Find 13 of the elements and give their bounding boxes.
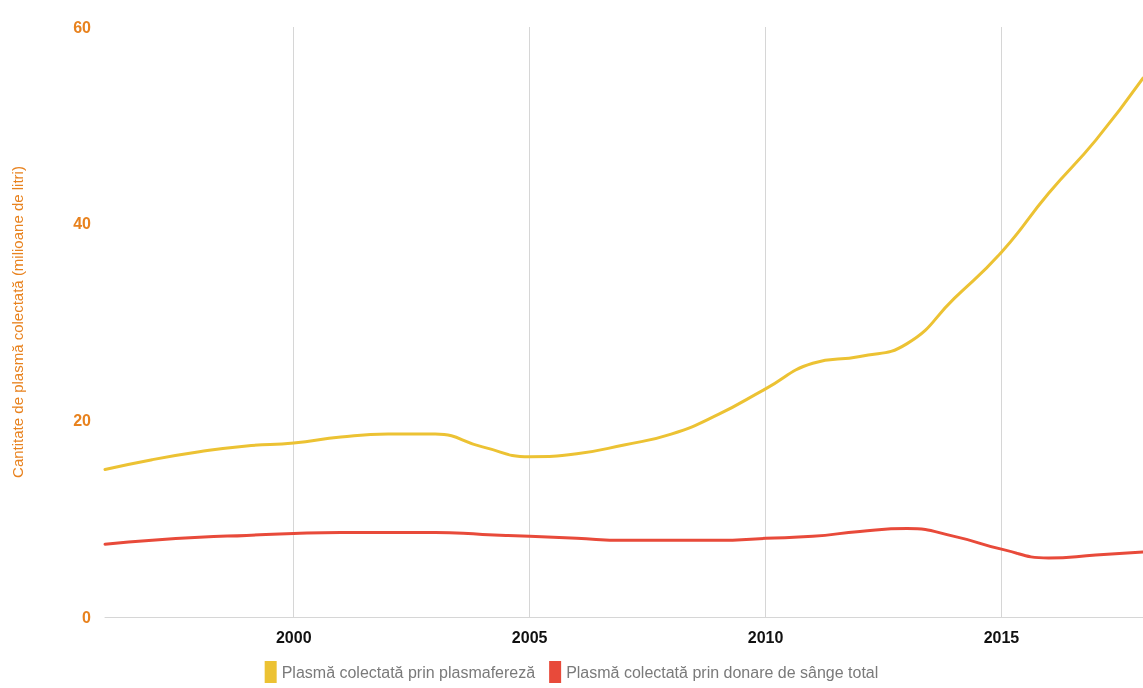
legend-label: Plasmă colectată prin plasmafereză [281, 663, 536, 681]
y-axis-title: Cantitate de plasmă colectată (milioane de litri) [9, 166, 26, 478]
y-tick-label: 0 [82, 608, 92, 626]
y-tick-label: 40 [73, 215, 92, 233]
x-tick-label: 2010 [747, 628, 784, 646]
x-tick-label: 2005 [511, 628, 548, 646]
legend-label: Plasmă colectată prin donare de sânge total [566, 663, 879, 681]
x-tick-label: 2015 [983, 628, 1020, 646]
line-series [103, 527, 1143, 560]
y-tick-label: 60 [73, 18, 92, 36]
line-series [103, 76, 1143, 471]
x-tick-label: 2000 [275, 628, 312, 646]
y-tick-label: 20 [73, 411, 92, 429]
